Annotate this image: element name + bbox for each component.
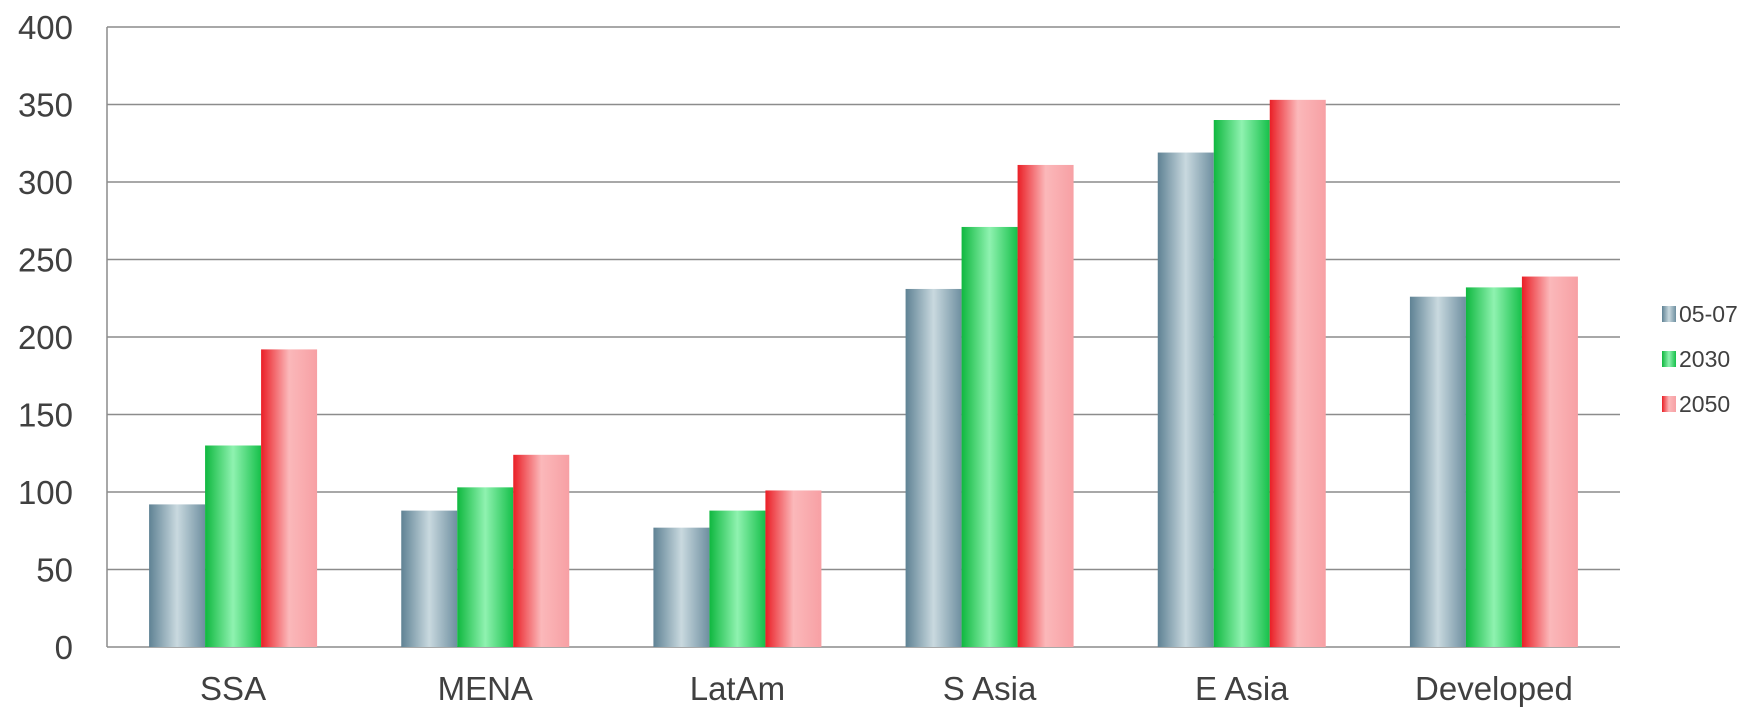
x-category-label: SSA (200, 670, 266, 707)
bar-developed-2030 (1465, 287, 1522, 647)
bar-latam-2050 (765, 490, 822, 647)
y-tick-label: 400 (18, 9, 73, 46)
bar-ssa-05-07 (149, 504, 206, 647)
y-tick-label: 100 (18, 474, 73, 511)
legend-label: 2030 (1679, 346, 1730, 372)
legend-swatch-2050 (1662, 396, 1676, 412)
bar-mena-2030 (457, 487, 514, 647)
bar-s-asia-2030 (961, 226, 1018, 647)
y-tick-label: 350 (18, 87, 73, 124)
x-category-label: S Asia (943, 670, 1037, 707)
legend-label: 2050 (1679, 391, 1730, 417)
bar-latam-2030 (709, 510, 766, 647)
bar-latam-05-07 (653, 527, 710, 647)
bar-e-asia-2050 (1269, 99, 1326, 648)
y-tick-label: 50 (36, 552, 73, 589)
legend-swatch-05-07 (1662, 306, 1676, 322)
y-tick-label: 250 (18, 242, 73, 279)
bars (149, 99, 1578, 648)
bar-s-asia-2050 (1017, 164, 1074, 647)
bar-e-asia-05-07 (1157, 152, 1214, 648)
x-category-labels: SSA MENA LatAm S Asia E Asia Developed (200, 670, 1573, 707)
bar-developed-05-07 (1409, 296, 1466, 647)
legend-label: 05-07 (1679, 301, 1738, 327)
y-tick-labels: 0 50 100 150 200 250 300 350 400 (18, 9, 73, 666)
y-tick-label: 200 (18, 319, 73, 356)
y-tick-label: 0 (55, 629, 73, 666)
gridlines (107, 26, 1620, 571)
y-tick-label: 150 (18, 397, 73, 434)
bar-developed-2050 (1521, 276, 1578, 647)
legend: 05-07 2030 2050 (1662, 301, 1738, 417)
x-category-label: Developed (1415, 670, 1573, 707)
bar-ssa-2030 (205, 445, 262, 647)
x-category-label: LatAm (690, 670, 785, 707)
bar-s-asia-05-07 (905, 288, 962, 647)
bar-ssa-2050 (261, 349, 318, 647)
bar-e-asia-2030 (1213, 120, 1270, 647)
bar-mena-05-07 (401, 510, 458, 647)
x-category-label: MENA (438, 670, 533, 707)
x-category-label: E Asia (1195, 670, 1289, 707)
bar-mena-2050 (513, 454, 570, 647)
y-tick-label: 300 (18, 164, 73, 201)
axes (106, 27, 1620, 648)
legend-swatch-2030 (1662, 351, 1676, 367)
